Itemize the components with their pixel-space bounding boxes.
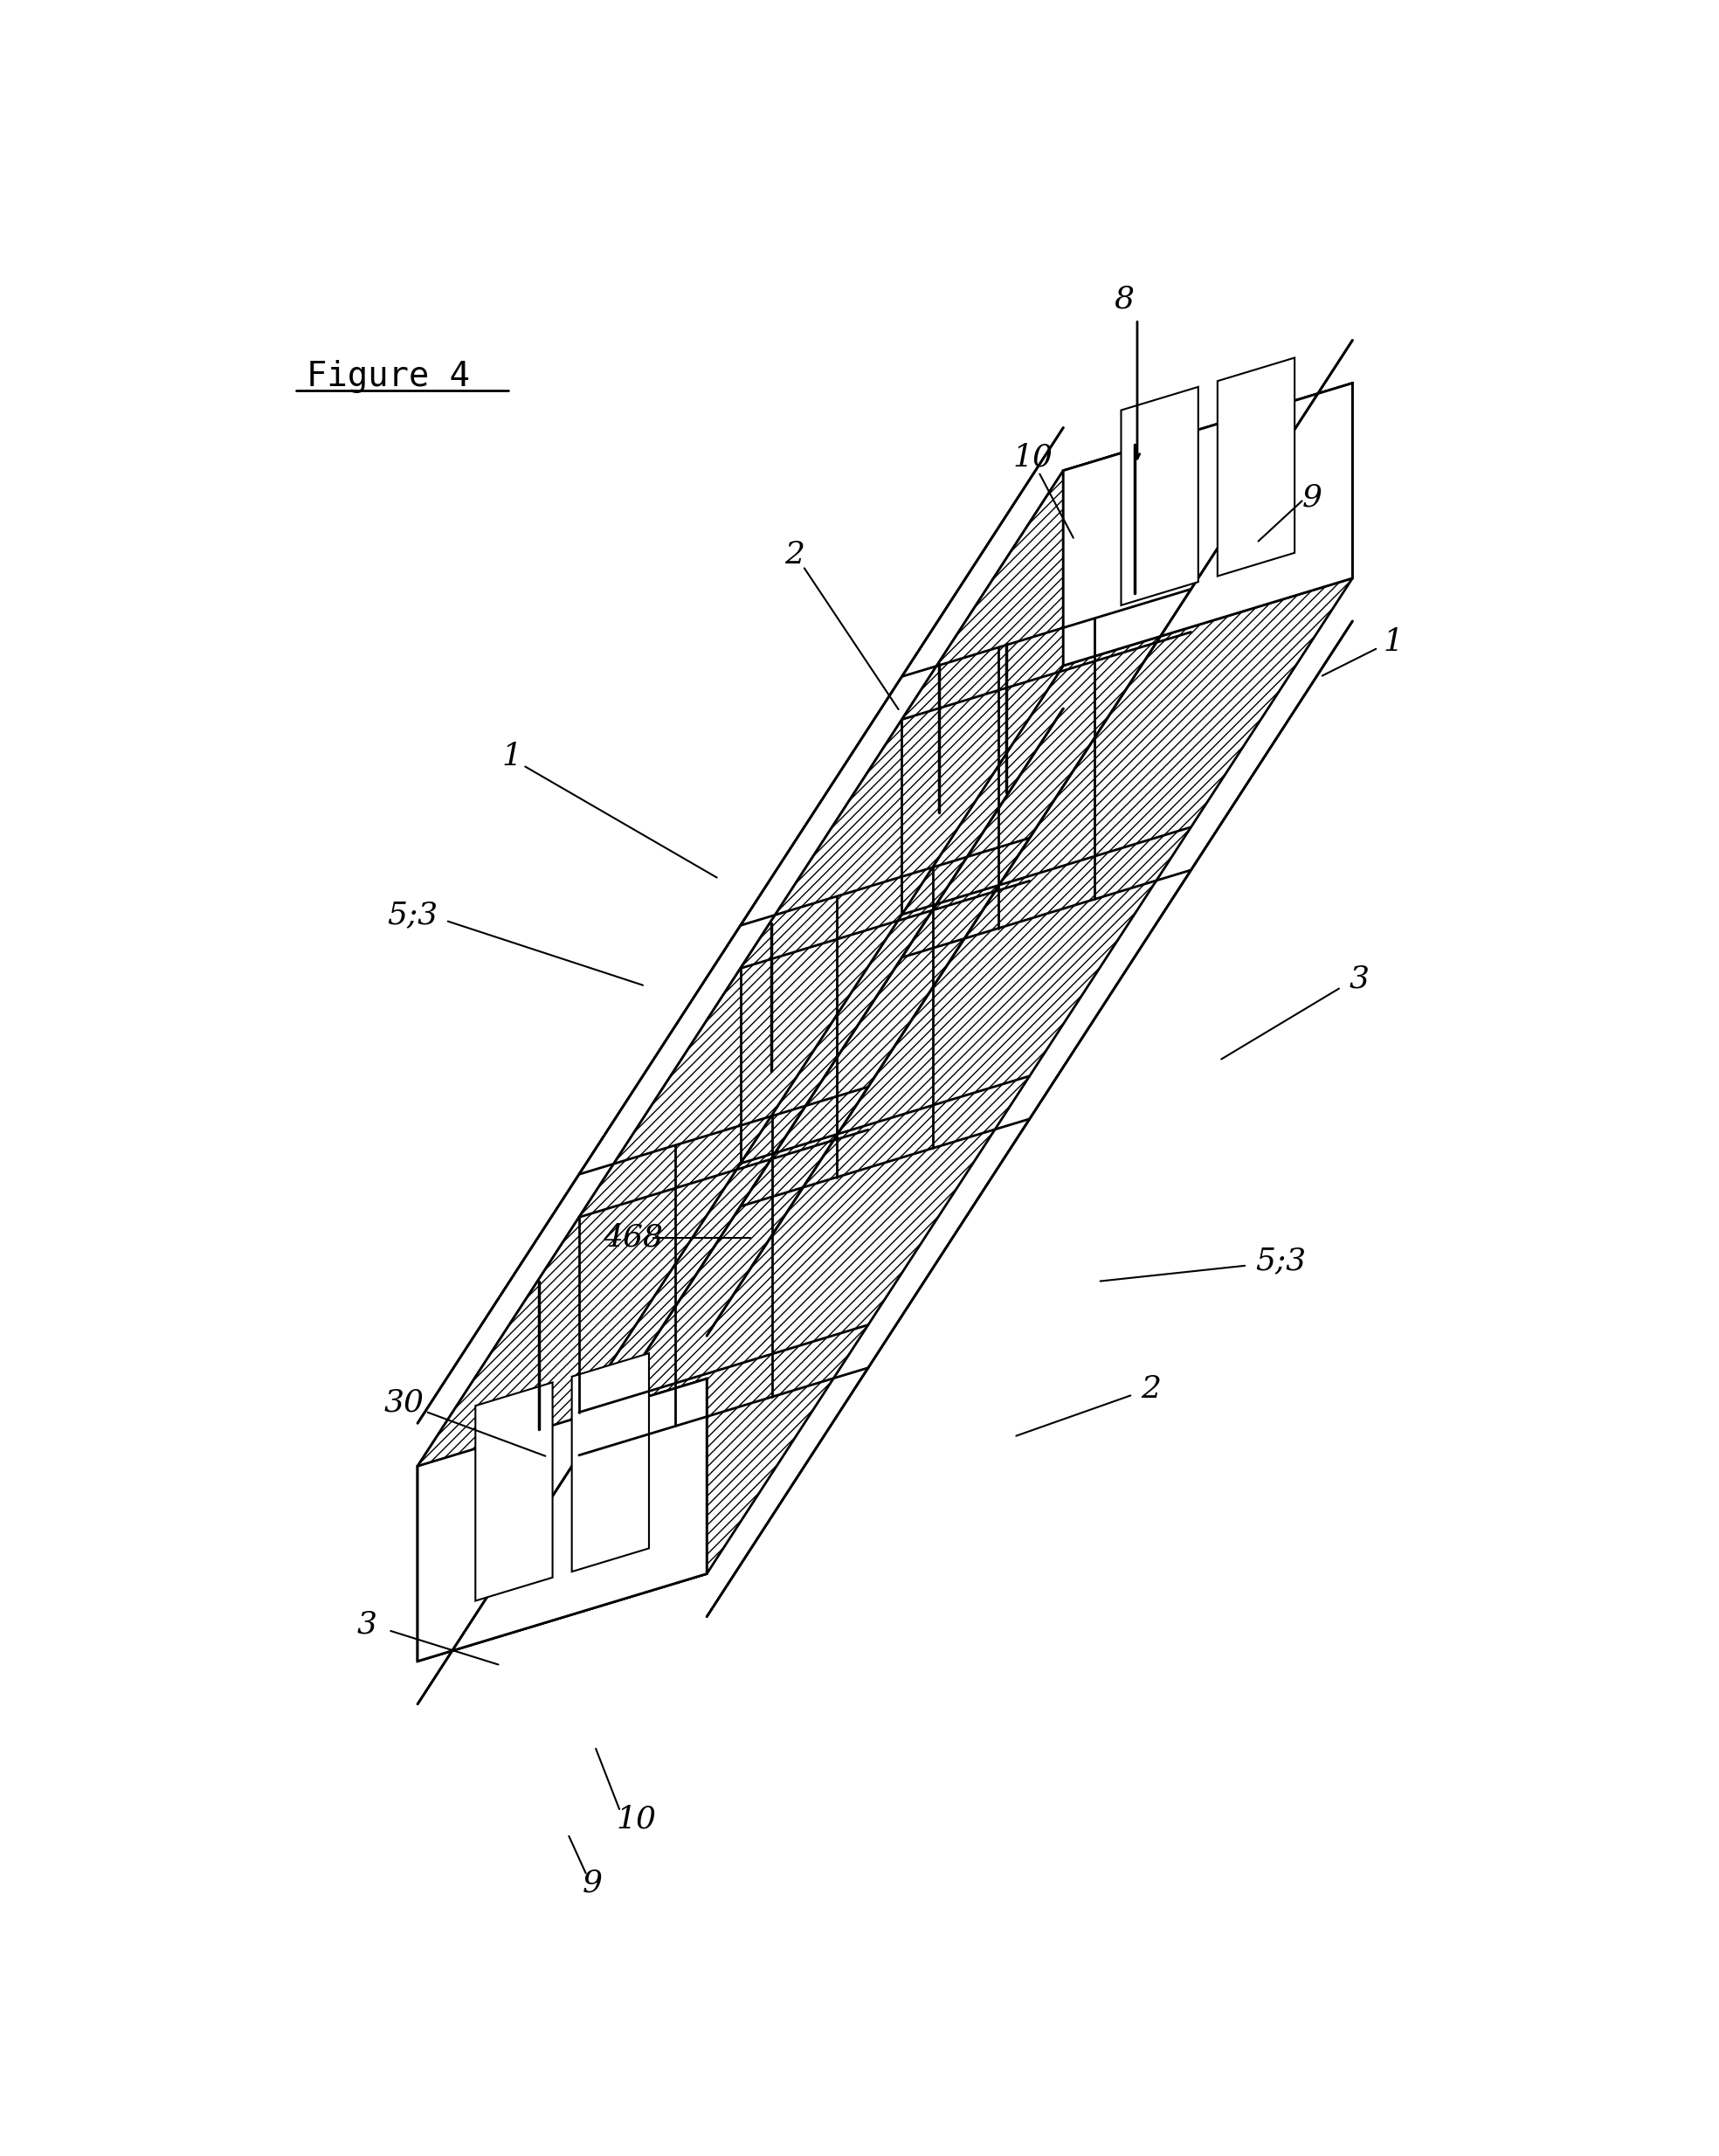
Text: 9: 9 — [1301, 483, 1322, 513]
Text: 10: 10 — [1012, 442, 1054, 472]
Text: 1: 1 — [1382, 627, 1403, 658]
Polygon shape — [476, 1382, 552, 1600]
Polygon shape — [418, 1378, 707, 1662]
Text: 8: 8 — [1114, 285, 1135, 315]
Polygon shape — [418, 384, 1353, 1466]
Text: 3: 3 — [358, 1608, 376, 1639]
Polygon shape — [1217, 358, 1294, 576]
Polygon shape — [418, 470, 1064, 1662]
Text: 30: 30 — [383, 1388, 425, 1416]
Text: 2: 2 — [1141, 1373, 1160, 1404]
Polygon shape — [1121, 386, 1198, 606]
Polygon shape — [418, 578, 1353, 1662]
Text: 5;3: 5;3 — [387, 899, 438, 929]
Text: 3: 3 — [1349, 964, 1370, 994]
Polygon shape — [572, 1354, 650, 1572]
Text: 5;3: 5;3 — [1255, 1246, 1306, 1276]
Polygon shape — [1064, 384, 1353, 666]
Text: 2: 2 — [784, 539, 804, 569]
Text: Figure 4: Figure 4 — [306, 360, 469, 392]
Text: 9: 9 — [583, 1869, 602, 1897]
Text: 10: 10 — [615, 1805, 657, 1835]
Text: 1: 1 — [502, 742, 523, 772]
Polygon shape — [418, 1378, 707, 1662]
Text: 468: 468 — [603, 1222, 664, 1253]
Polygon shape — [1064, 384, 1353, 666]
